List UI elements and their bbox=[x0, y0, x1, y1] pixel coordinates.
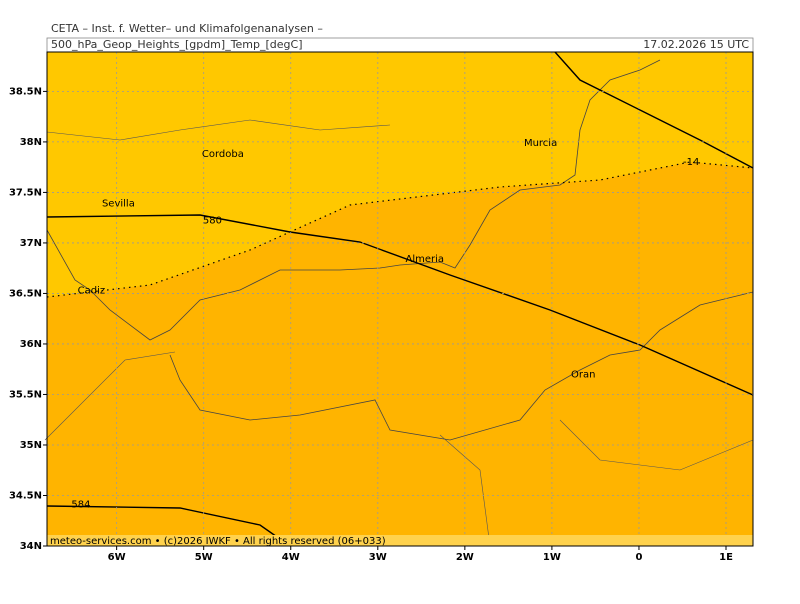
contour-580 bbox=[46, 214, 754, 396]
lat-tick-label: 36.5N bbox=[9, 288, 42, 299]
labels: 6W 5W 4W 3W 2W 1W 0 1E 34N 34.5N 35N 35.5N 36N 36.5N 3… bbox=[9, 86, 733, 563]
contour-576 bbox=[554, 51, 754, 169]
frame bbox=[46, 51, 754, 547]
lat-tick-label: 35.5N bbox=[9, 389, 42, 400]
lon-tick-label: 0 bbox=[635, 552, 642, 563]
field-name: 500_hPa_Geop_Heights_[gpdm]_Temp_[degC] bbox=[51, 38, 303, 51]
lat-tick-label: 35N bbox=[20, 440, 42, 451]
city-label: Almeria bbox=[406, 254, 445, 265]
footer-strip bbox=[47, 535, 753, 546]
contour-label: -14 bbox=[683, 157, 699, 168]
lat-tick-label: 38.5N bbox=[9, 86, 42, 97]
city-label: Cadiz bbox=[78, 285, 106, 296]
lat-tick-label: 37.5N bbox=[9, 187, 42, 198]
lon-tick-label: 1W bbox=[543, 552, 561, 563]
contour-label: 584 bbox=[71, 500, 90, 511]
contour-label: 580 bbox=[203, 216, 222, 227]
city-label: Cordoba bbox=[202, 149, 244, 160]
city-label: Sevilla bbox=[102, 199, 135, 210]
lat-tick-label: 36N bbox=[20, 339, 42, 350]
lat-tick-label: 37N bbox=[20, 238, 42, 249]
city-label: Murcia bbox=[524, 138, 557, 149]
footer: meteo-services.com • (c)2026 IWKF • All … bbox=[50, 536, 386, 547]
lon-tick-label: 6W bbox=[108, 552, 126, 563]
map-area bbox=[44, 51, 754, 547]
lon-tick-label: 2W bbox=[456, 552, 474, 563]
lat-tick-label: 34.5N bbox=[9, 490, 42, 501]
valid-time: 17.02.2026 15 UTC bbox=[643, 38, 749, 51]
city-label: Oran bbox=[571, 369, 595, 380]
isotherm bbox=[46, 161, 754, 298]
lon-tick-label: 5W bbox=[195, 552, 213, 563]
lat-tick-label: 38N bbox=[20, 137, 42, 148]
borders bbox=[44, 119, 754, 547]
lon-tick-label: 3W bbox=[369, 552, 387, 563]
warm-field bbox=[47, 162, 753, 546]
header-title: CETA – Inst. f. Wetter– und Klimafolgena… bbox=[51, 22, 323, 35]
coastline-africa bbox=[169, 291, 754, 441]
lon-tick-label: 1E bbox=[719, 552, 733, 563]
grid bbox=[43, 52, 753, 550]
lon-tick-label: 4W bbox=[282, 552, 300, 563]
lat-tick-label: 34N bbox=[20, 541, 42, 552]
